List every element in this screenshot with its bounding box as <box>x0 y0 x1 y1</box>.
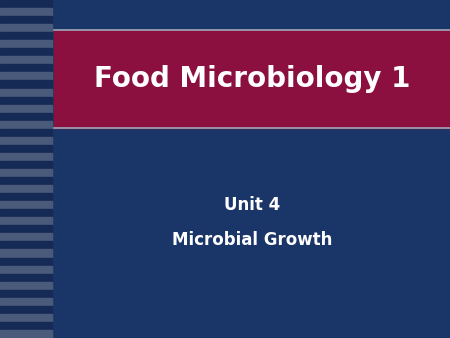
Bar <box>0 217 52 225</box>
Bar <box>0 282 52 290</box>
Bar <box>0 249 52 258</box>
Bar <box>0 129 52 137</box>
Bar <box>0 306 52 314</box>
Bar <box>0 80 52 89</box>
Bar <box>0 177 52 185</box>
Bar <box>0 97 52 105</box>
Bar <box>0 290 52 298</box>
Bar <box>0 169 52 177</box>
Bar <box>0 274 52 282</box>
Bar <box>0 121 52 129</box>
Bar <box>0 16 52 24</box>
Bar <box>0 233 52 241</box>
Bar <box>0 40 52 48</box>
Bar <box>0 185 52 193</box>
Bar <box>0 209 52 217</box>
Bar <box>0 161 52 169</box>
Bar <box>0 314 52 322</box>
Bar <box>54 30 450 128</box>
Bar <box>0 298 52 306</box>
Bar <box>0 72 52 80</box>
Bar <box>0 8 52 16</box>
Bar <box>0 266 52 274</box>
Bar <box>0 48 52 56</box>
Bar <box>0 56 52 64</box>
Bar <box>0 32 52 40</box>
Bar <box>0 113 52 121</box>
Text: Food Microbiology 1: Food Microbiology 1 <box>94 65 410 93</box>
Bar <box>0 105 52 113</box>
Bar <box>0 201 52 209</box>
Bar <box>0 330 52 338</box>
Bar <box>0 193 52 201</box>
Bar <box>0 137 52 145</box>
Bar <box>0 153 52 161</box>
Bar <box>0 0 52 8</box>
Text: Unit 4: Unit 4 <box>224 196 280 214</box>
Bar <box>0 145 52 153</box>
Bar <box>0 64 52 72</box>
Bar <box>0 322 52 330</box>
Bar <box>0 225 52 233</box>
Bar <box>0 241 52 249</box>
Bar <box>0 89 52 97</box>
Bar <box>0 258 52 266</box>
Bar <box>0 24 52 32</box>
Text: Microbial Growth: Microbial Growth <box>172 231 332 249</box>
